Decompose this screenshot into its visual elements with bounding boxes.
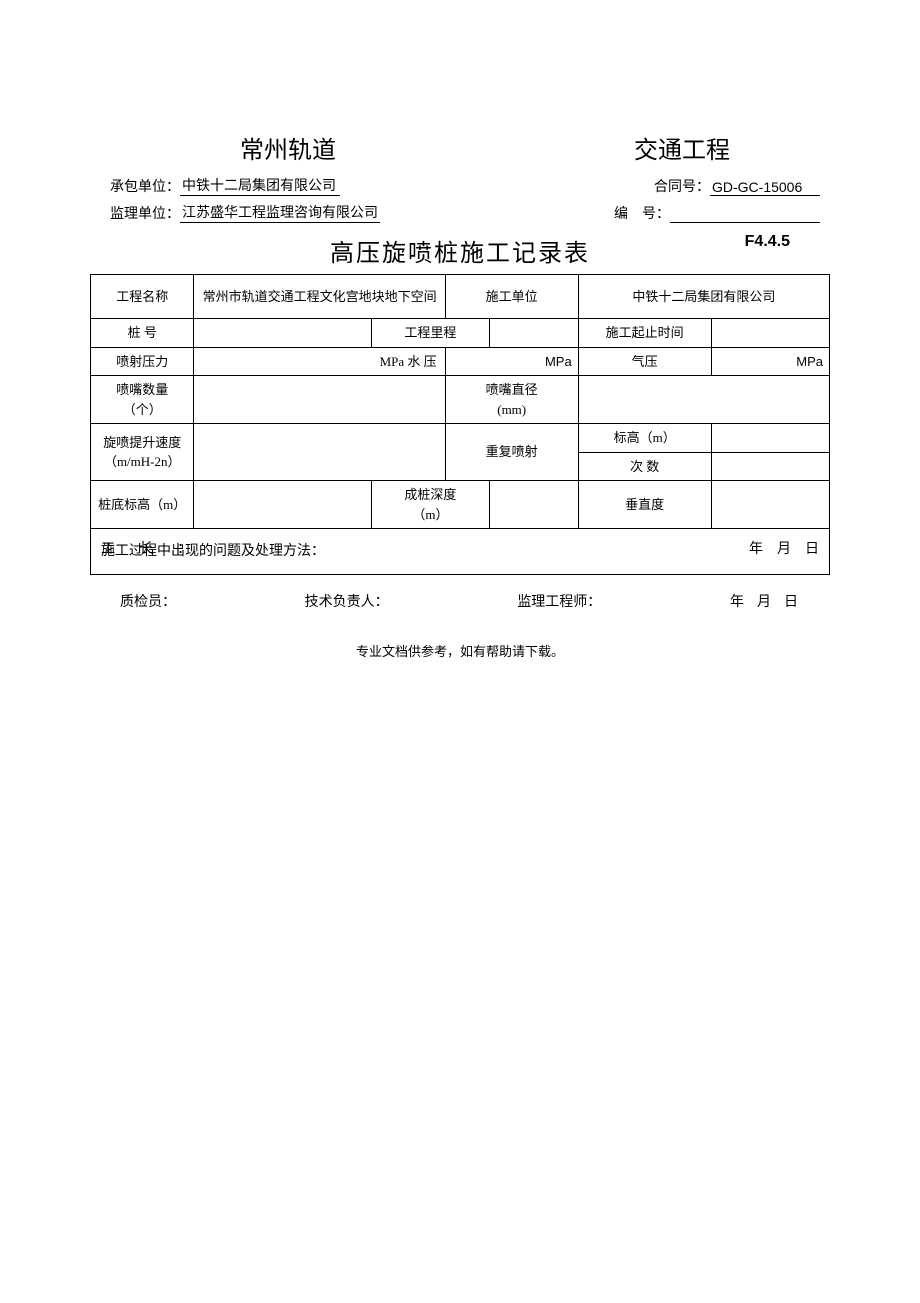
serial-label: 编 号： (614, 203, 670, 223)
nozzle-dia-l2: (mm) (497, 402, 526, 417)
mileage-label: 工程里程 (371, 319, 489, 348)
air-pressure-unit-cell: MPa (711, 347, 829, 376)
footer-note: 专业文档供参考，如有帮助请下载。 (90, 641, 830, 660)
spray-pressure-unit-cell: MPa (445, 347, 578, 376)
mpa-1: MPa (545, 354, 572, 369)
nozzle-dia-value (578, 376, 829, 424)
meta-row-1: 承包单位： 中铁十二局集团有限公司 合同号： GD-GC-15006 (90, 175, 830, 196)
supervisor-eng-label: 监理工程师： (517, 591, 601, 611)
tech-label: 技术负责人： (305, 591, 389, 611)
spray-pressure-value: MPa 水 压 (194, 347, 445, 376)
contractor-label: 承包单位： (110, 176, 180, 196)
lift-speed-label: 旋喷提升速度 （m/mH-2n） (91, 424, 194, 481)
count-value (711, 452, 829, 481)
foreman-label: 工长： (101, 539, 215, 560)
signature-row: 质检员： 技术负责人： 监理工程师： 年 月 日 (120, 591, 800, 611)
spray-pressure-label: 喷射压力 (91, 347, 194, 376)
supervisor-label: 监理单位： (110, 203, 180, 223)
main-table: 工程名称 常州市轨道交通工程文化宫地块地下空间 施工单位 中铁十二局集团有限公司… (90, 274, 830, 575)
mpa-2: MPa (796, 354, 823, 369)
title-left: 常州轨道 (240, 130, 336, 165)
time-value (711, 319, 829, 348)
contract-no-label: 合同号： (654, 176, 710, 196)
pile-no-label: 桩 号 (91, 319, 194, 348)
pile-depth-l2: （m） (412, 507, 448, 522)
notes-date: 年 月 日 (749, 539, 819, 560)
lift-speed-l2: （m/mH-2n） (104, 454, 181, 469)
notes-cell: 施工过程中出现的问题及处理方法： 工长： 年 月 日 (91, 529, 830, 575)
pile-no-value (194, 319, 371, 348)
air-pressure-label: 气压 (578, 347, 711, 376)
qc-label: 质检员： (120, 591, 176, 611)
repeat-label: 重复喷射 (445, 424, 578, 481)
construction-unit-value: 中铁十二局集团有限公司 (578, 275, 829, 319)
nozzle-dia-label: 喷嘴直径 (mm) (445, 376, 578, 424)
contractor-value: 中铁十二局集团有限公司 (180, 175, 340, 196)
form-title-row: 高压旋喷桩施工记录表 F4.4.5 (90, 233, 830, 268)
serial-value (670, 222, 820, 223)
verticality-label: 垂直度 (578, 481, 711, 529)
elevation-m-label: 标高（m） (578, 424, 711, 453)
form-title: 高压旋喷桩施工记录表 (330, 233, 590, 268)
project-name-value: 常州市轨道交通工程文化宫地块地下空间 (194, 275, 445, 319)
elevation-m-value (711, 424, 829, 453)
nozzle-count-l2: （个） (123, 402, 162, 417)
verticality-value (711, 481, 829, 529)
header-titles: 常州轨道 交通工程 (90, 130, 830, 165)
pile-bottom-label: 桩底标高（m） (91, 481, 194, 529)
form-code: F4.4.5 (745, 233, 790, 251)
lift-speed-l1: 旋喷提升速度 (103, 435, 181, 450)
pile-depth-label: 成桩深度 （m） (371, 481, 489, 529)
nozzle-count-label: 喷嘴数量 （个） (91, 376, 194, 424)
nozzle-dia-l1: 喷嘴直径 (486, 382, 538, 397)
time-label: 施工起止时间 (578, 319, 711, 348)
nozzle-count-value (194, 376, 445, 424)
title-right: 交通工程 (634, 130, 730, 165)
pile-depth-l1: 成桩深度 (404, 487, 456, 502)
pile-depth-value (490, 481, 579, 529)
signature-date: 年 月 日 (730, 591, 800, 611)
pile-bottom-value (194, 481, 371, 529)
count-label: 次 数 (578, 452, 711, 481)
construction-unit-label: 施工单位 (445, 275, 578, 319)
notes-footer: 工长： 年 月 日 (101, 539, 819, 560)
meta-row-2: 监理单位： 江苏盛华工程监理咨询有限公司 编 号： (90, 202, 830, 223)
contract-no-value: GD-GC-15006 (710, 179, 820, 196)
supervisor-value: 江苏盛华工程监理咨询有限公司 (180, 202, 380, 223)
nozzle-count-l1: 喷嘴数量 (116, 382, 168, 397)
lift-speed-value (194, 424, 445, 481)
project-name-label: 工程名称 (91, 275, 194, 319)
mileage-value (490, 319, 579, 348)
